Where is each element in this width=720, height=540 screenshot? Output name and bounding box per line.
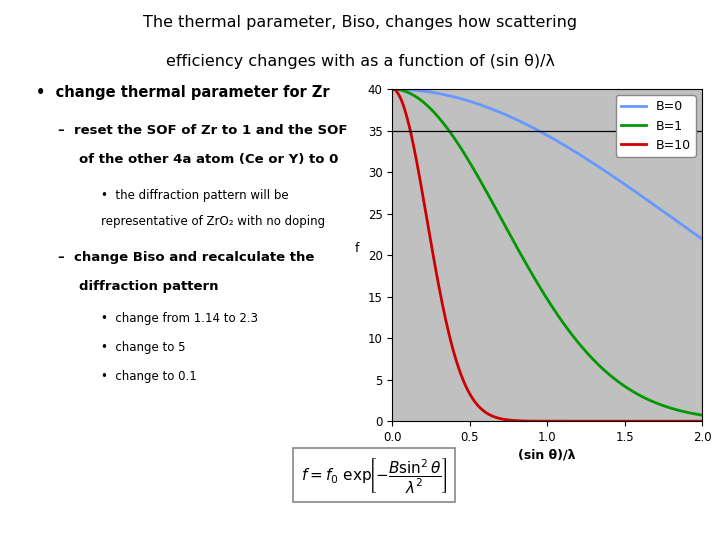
B=1	[595, 362, 603, 369]
X-axis label: (sin θ)/λ: (sin θ)/λ	[518, 448, 576, 461]
B=10	[595, 418, 603, 424]
Text: –  reset the SOF of Zr to 1 and the SOF: – reset the SOF of Zr to 1 and the SOF	[58, 124, 347, 137]
Text: representative of ZrO₂ with no doping: representative of ZrO₂ with no doping	[101, 215, 325, 228]
Y-axis label: f: f	[354, 242, 359, 255]
B=0	[388, 86, 397, 92]
B=0	[595, 164, 603, 170]
B=1	[528, 272, 537, 278]
B=1	[468, 163, 477, 170]
Text: $f = f_0\ \mathrm{exp}\!\left[-\dfrac{B\sin^2\theta}{\lambda^2}\right]$: $f = f_0\ \mathrm{exp}\!\left[-\dfrac{B\…	[301, 456, 448, 495]
B=1	[621, 383, 630, 390]
B=1	[698, 412, 706, 418]
B=10	[528, 418, 537, 424]
Text: •  change from 1.14 to 2.3: • change from 1.14 to 2.3	[101, 312, 258, 325]
B=0	[570, 148, 579, 155]
Line: B=0: B=0	[392, 89, 702, 239]
B=1	[443, 125, 451, 131]
B=10	[698, 418, 706, 424]
B=10	[621, 418, 630, 424]
B=0	[443, 92, 451, 98]
B=10	[468, 394, 477, 401]
B=10	[388, 86, 397, 92]
Text: •  change thermal parameter for Zr: • change thermal parameter for Zr	[36, 85, 330, 100]
Line: B=1: B=1	[392, 89, 702, 415]
Text: efficiency changes with as a function of (sin θ)/λ: efficiency changes with as a function of…	[166, 54, 554, 69]
Text: •  the diffraction pattern will be: • the diffraction pattern will be	[101, 189, 289, 202]
Text: of the other 4a atom (Ce or Y) to 0: of the other 4a atom (Ce or Y) to 0	[79, 153, 338, 166]
Text: The thermal parameter, Biso, changes how scattering: The thermal parameter, Biso, changes how…	[143, 16, 577, 30]
Legend: B=0, B=1, B=10: B=0, B=1, B=10	[616, 96, 696, 157]
B=1	[570, 335, 579, 342]
Text: •  change to 5: • change to 5	[101, 341, 185, 354]
Text: –  change Biso and recalculate the: – change Biso and recalculate the	[58, 251, 314, 264]
Text: diffraction pattern: diffraction pattern	[79, 280, 219, 293]
B=10	[443, 323, 451, 329]
Text: •  change to 0.1: • change to 0.1	[101, 370, 197, 383]
Line: B=10: B=10	[392, 89, 702, 421]
B=0	[698, 235, 706, 242]
B=1	[388, 86, 397, 92]
B=0	[528, 124, 537, 131]
B=0	[621, 181, 630, 188]
B=10	[570, 418, 579, 424]
B=0	[468, 99, 477, 105]
